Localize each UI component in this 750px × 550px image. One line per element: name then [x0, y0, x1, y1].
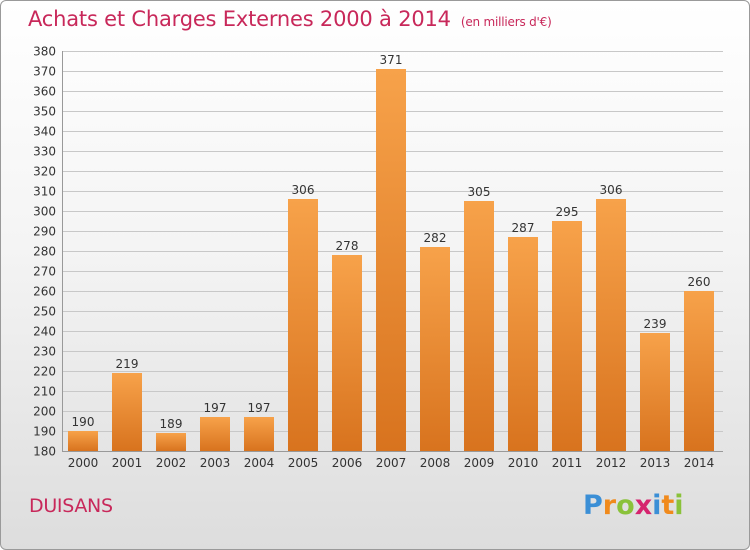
- y-tick-label: 280: [33, 245, 56, 259]
- x-tick-label-2013: 2013: [640, 456, 671, 470]
- y-tick-label: 340: [33, 125, 56, 139]
- data-label-2011: 295: [556, 205, 579, 219]
- data-label-2012: 306: [600, 183, 623, 197]
- y-tick-label: 240: [33, 325, 56, 339]
- bar-2009: [464, 201, 494, 451]
- bar-2000: [68, 431, 98, 451]
- bar-2001: [112, 373, 142, 451]
- data-label-2008: 282: [424, 231, 447, 245]
- data-labels: 190 219 189 197 197 306 278 371 282 305 287 295 306 2…: [72, 53, 711, 431]
- bar-2005: [288, 199, 318, 451]
- chart-title-unit: (en milliers d'€): [460, 15, 552, 29]
- data-label-2004: 197: [248, 401, 271, 415]
- bar-2014: [684, 291, 714, 451]
- y-tick-label: 210: [33, 385, 56, 399]
- bar-2010: [508, 237, 538, 451]
- y-tick-label: 300: [33, 205, 56, 219]
- y-tick-label: 230: [33, 345, 56, 359]
- y-tick-label: 180: [33, 445, 56, 459]
- data-label-2005: 306: [292, 183, 315, 197]
- y-tick-label: 250: [33, 305, 56, 319]
- y-tick-label: 380: [33, 45, 56, 59]
- proxiti-logo: Proxiti: [583, 490, 684, 521]
- y-tick-label: 260: [33, 285, 56, 299]
- x-tick-label-2009: 2009: [464, 456, 495, 470]
- x-tick-label-2004: 2004: [244, 456, 275, 470]
- logo-letter: P: [583, 490, 603, 521]
- y-tick-label: 290: [33, 225, 56, 239]
- logo-letter: x: [634, 490, 653, 521]
- x-tick-label-2014: 2014: [684, 456, 715, 470]
- y-tick-label: 200: [33, 405, 56, 419]
- x-tick-label-2012: 2012: [596, 456, 627, 470]
- y-tick-label: 370: [33, 65, 56, 79]
- x-tick-label-2001: 2001: [112, 456, 143, 470]
- logo-letter: i: [674, 490, 684, 521]
- data-label-2013: 239: [644, 317, 667, 331]
- bar-2002: [156, 433, 186, 451]
- x-tick-labels: 2000 2001 2002 2003 2004 2005 2006 2007 2008 2009…: [68, 456, 715, 470]
- logo-letter: o: [616, 490, 635, 521]
- y-tick-labels: 180 190 200 210 220 230 240 250 260 270 280 290 300 3…: [33, 45, 56, 459]
- x-tick-label-2010: 2010: [508, 456, 539, 470]
- x-tick-label-2006: 2006: [332, 456, 363, 470]
- chart-title: Achats et Charges Externes 2000 à 2014 (e…: [28, 7, 552, 31]
- y-tick-label: 320: [33, 165, 56, 179]
- data-label-2009: 305: [468, 185, 491, 199]
- x-tick-label-2002: 2002: [156, 456, 187, 470]
- x-tick-label-2003: 2003: [200, 456, 231, 470]
- x-tick-label-2011: 2011: [552, 456, 583, 470]
- y-tick-label: 360: [33, 85, 56, 99]
- y-tick-label: 190: [33, 425, 56, 439]
- logo-letter: i: [652, 490, 662, 521]
- bars: [68, 69, 714, 451]
- x-tick-label-2008: 2008: [420, 456, 451, 470]
- logo-letter: r: [602, 490, 617, 521]
- data-label-2003: 197: [204, 401, 227, 415]
- bar-2006: [332, 255, 362, 451]
- chart-title-main: Achats et Charges Externes 2000 à 2014: [28, 7, 451, 31]
- bar-2013: [640, 333, 670, 451]
- data-label-2000: 190: [72, 415, 95, 429]
- y-tick-label: 330: [33, 145, 56, 159]
- bar-2004: [244, 417, 274, 451]
- y-tick-label: 270: [33, 265, 56, 279]
- y-tick-label: 220: [33, 365, 56, 379]
- logo-letter: t: [661, 490, 675, 521]
- data-label-2014: 260: [688, 275, 711, 289]
- y-tick-label: 350: [33, 105, 56, 119]
- bar-2011: [552, 221, 582, 451]
- data-label-2007: 371: [380, 53, 403, 67]
- data-label-2002: 189: [160, 417, 183, 431]
- bar-2008: [420, 247, 450, 451]
- bar-2007: [376, 69, 406, 451]
- bar-2003: [200, 417, 230, 451]
- x-tick-label-2005: 2005: [288, 456, 319, 470]
- axes: [62, 51, 723, 452]
- bar-2012: [596, 199, 626, 451]
- data-label-2006: 278: [336, 239, 359, 253]
- data-label-2010: 287: [512, 221, 535, 235]
- x-tick-label-2007: 2007: [376, 456, 407, 470]
- data-label-2001: 219: [116, 357, 139, 371]
- y-tick-label: 310: [33, 185, 56, 199]
- commune-name: DUISANS: [29, 495, 113, 517]
- x-tick-label-2000: 2000: [68, 456, 99, 470]
